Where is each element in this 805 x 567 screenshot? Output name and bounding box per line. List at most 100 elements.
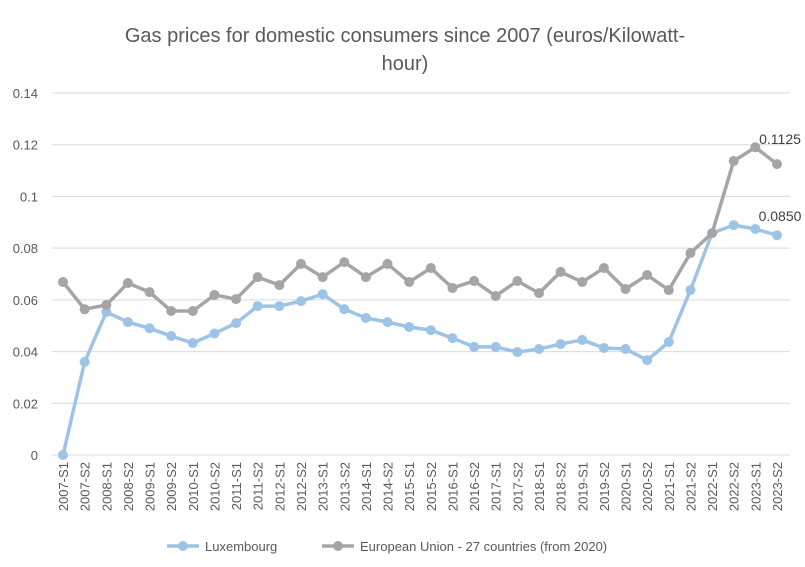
- data-point: [555, 339, 566, 350]
- chart-title-line-1: Gas prices for domestic consumers since …: [125, 25, 685, 47]
- x-tick-label: 2012-S1: [272, 462, 287, 511]
- data-point: [187, 305, 198, 316]
- x-tick-label: 2009-S1: [143, 462, 158, 511]
- data-point: [685, 248, 696, 259]
- x-tick-label: 2016-S2: [467, 462, 482, 511]
- data-point: [360, 272, 371, 283]
- data-point: [296, 258, 306, 269]
- data-point: [209, 289, 220, 300]
- x-tick-label: 2010-S1: [186, 462, 201, 511]
- x-tick-label: 2014-S2: [381, 462, 396, 511]
- x-tick-label: 2018-S1: [532, 462, 547, 511]
- data-point: [339, 304, 350, 315]
- x-tick-label: 2021-S2: [683, 462, 698, 511]
- data-point: [447, 282, 458, 293]
- data-point: [469, 275, 480, 286]
- data-point: [58, 450, 68, 460]
- data-point: [772, 159, 782, 170]
- data-point: [512, 275, 523, 286]
- data-point: [642, 270, 653, 281]
- data-point: [187, 338, 198, 349]
- data-point: [663, 337, 674, 348]
- data-point: [317, 289, 328, 300]
- data-point: [534, 343, 544, 354]
- data-point: [339, 257, 350, 268]
- data-point: [447, 333, 458, 344]
- x-tick-label: 2016-S1: [445, 462, 460, 511]
- data-point: [231, 294, 242, 305]
- data-point: [728, 220, 739, 231]
- x-tick-label: 2010-S2: [207, 462, 222, 511]
- y-tick-label: 0: [31, 448, 38, 463]
- x-tick-label: 2013-S2: [337, 462, 352, 511]
- legend-label-1: European Union - 27 countries (from 2020…: [360, 539, 607, 554]
- data-point: [274, 301, 285, 312]
- x-tick-label: 2009-S2: [164, 462, 179, 511]
- x-tick-label: 2021-S1: [662, 462, 677, 511]
- data-point: [382, 317, 393, 328]
- x-tick-label: 2018-S2: [554, 462, 569, 511]
- data-point: [425, 263, 436, 274]
- y-tick-label: 0.12: [13, 138, 38, 153]
- x-tick-label: 2008-S1: [99, 462, 114, 511]
- x-tick-label: 2014-S1: [359, 462, 374, 511]
- chart-title-line-2: hour): [382, 53, 429, 75]
- data-point: [598, 263, 609, 274]
- y-tick-label: 0.14: [13, 86, 38, 101]
- data-point: [598, 342, 609, 353]
- y-tick-label: 0.04: [13, 345, 38, 360]
- data-point: [122, 278, 133, 289]
- data-point: [274, 280, 285, 291]
- data-point: [252, 301, 263, 312]
- data-point: [728, 156, 739, 167]
- x-tick-label: 2007-S2: [78, 462, 93, 511]
- series-line-1: [61, 145, 779, 313]
- x-tick-label: 2007-S1: [56, 462, 71, 511]
- x-tick-label: 2023-S2: [770, 462, 785, 511]
- x-tick-label: 2022-S1: [705, 462, 720, 511]
- data-point: [663, 285, 674, 296]
- data-point: [750, 224, 761, 235]
- data-point: [707, 228, 718, 239]
- x-tick-label: 2019-S1: [575, 462, 590, 511]
- data-point: [490, 290, 501, 301]
- data-point: [144, 323, 155, 334]
- x-tick-label: 2015-S1: [402, 462, 417, 511]
- data-point: [166, 331, 177, 342]
- data-point: [512, 347, 523, 358]
- data-point: [555, 266, 566, 277]
- data-point: [252, 272, 263, 283]
- data-point: [382, 258, 393, 269]
- y-tick-label: 0.06: [13, 293, 38, 308]
- data-point: [685, 285, 696, 296]
- data-point: [469, 341, 480, 352]
- x-tick-label: 2011-S1: [229, 462, 244, 510]
- x-tick-label: 2011-S2: [251, 462, 266, 510]
- x-tick-label: 2017-S2: [510, 462, 525, 511]
- data-label: 0.1125: [759, 131, 801, 147]
- data-point: [642, 355, 653, 366]
- data-point: [750, 142, 761, 153]
- y-tick-label: 0.1: [20, 189, 38, 204]
- x-tick-label: 2017-S1: [489, 462, 504, 511]
- x-tick-label: 2008-S2: [121, 462, 136, 511]
- data-point: [101, 300, 112, 311]
- x-tick-label: 2020-S2: [640, 462, 655, 511]
- data-point: [772, 230, 782, 241]
- data-label: 0.0850: [759, 208, 802, 224]
- data-point: [79, 356, 90, 367]
- data-point: [209, 328, 220, 339]
- data-point: [144, 287, 155, 298]
- data-point: [58, 277, 68, 288]
- x-tick-label: 2023-S1: [748, 462, 763, 511]
- x-tick-label: 2015-S2: [424, 462, 439, 511]
- x-tick-label: 2013-S1: [316, 462, 331, 511]
- data-point: [79, 304, 90, 315]
- data-point: [404, 322, 415, 333]
- data-point: [620, 283, 631, 294]
- data-point: [534, 288, 544, 299]
- data-point: [425, 325, 436, 336]
- data-point: [317, 272, 328, 283]
- y-tick-label: 0.02: [13, 396, 38, 411]
